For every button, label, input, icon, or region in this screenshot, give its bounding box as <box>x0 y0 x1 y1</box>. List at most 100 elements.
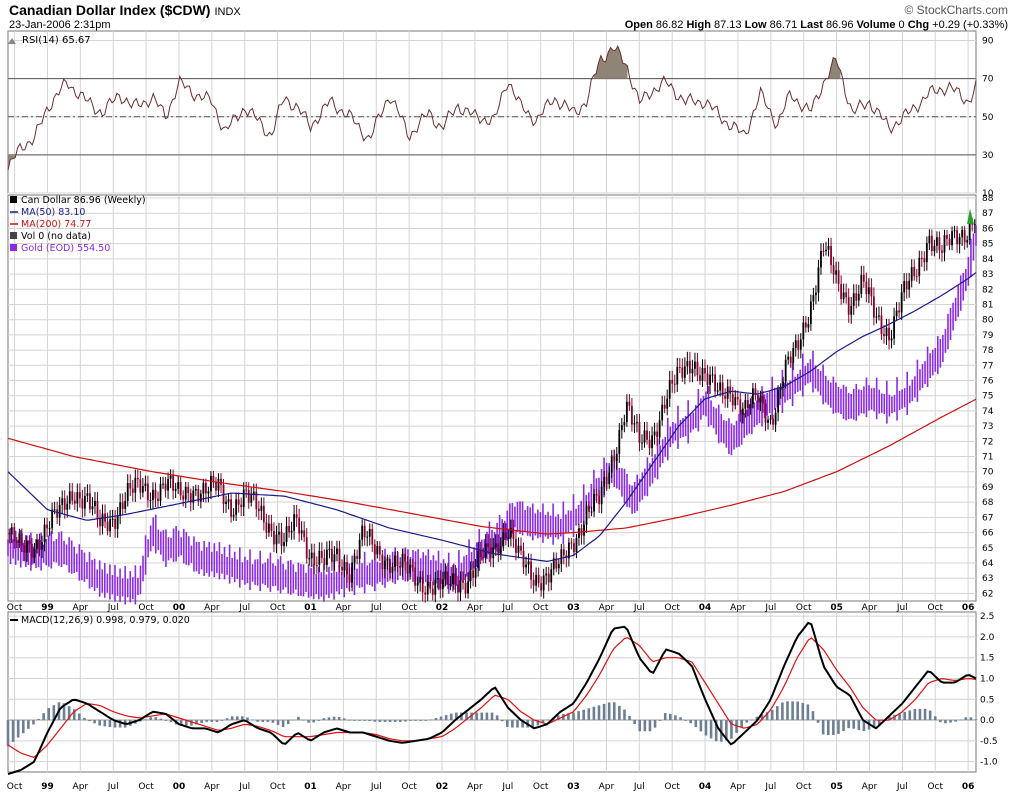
price-candle-body <box>154 489 157 499</box>
price-candle-body <box>126 482 129 501</box>
price-candle-body <box>557 564 560 569</box>
macd-histogram-bar <box>261 720 265 722</box>
price-candle-body <box>134 477 137 493</box>
macd-histogram-bar <box>669 713 672 721</box>
price-ytick-label: 69 <box>982 483 994 493</box>
macd-histogram-bar <box>531 720 535 728</box>
macd-histogram-bar <box>485 712 489 721</box>
price-ytick-label: 67 <box>982 513 993 523</box>
price-candle-body <box>411 564 414 568</box>
price-candle-body <box>840 284 843 300</box>
price-candle-body <box>341 566 343 571</box>
price-candle-body <box>973 224 976 226</box>
macd-line <box>7 621 977 776</box>
price-candle-body <box>194 488 197 491</box>
price-candle-body <box>207 491 210 494</box>
price-candle-body <box>663 404 666 409</box>
price-candle-body <box>472 570 474 578</box>
price-candle-body <box>661 404 664 421</box>
price-candle-body <box>31 543 33 558</box>
macd-histogram-bar <box>139 720 142 722</box>
price-candle-body <box>625 401 628 423</box>
macd-histogram-bar <box>602 703 606 721</box>
price-candle-body <box>232 514 235 517</box>
price-candle-body <box>530 561 532 580</box>
rsi-line <box>7 45 977 171</box>
macd-histogram-bar <box>286 720 290 725</box>
macd-histogram-bar <box>327 717 331 721</box>
price-candle-body <box>66 503 69 510</box>
price-candle-body <box>43 524 46 543</box>
macd-histogram-bar <box>776 706 779 721</box>
price-candle-body <box>462 580 464 583</box>
price-candle-body <box>620 425 623 431</box>
macd-histogram-bar <box>536 720 540 726</box>
macd-histogram-bar <box>398 720 402 722</box>
macd-histogram-bar <box>297 716 300 721</box>
quote-bar: Open 86.82 High 87.13 Low 86.71 Last 86.… <box>625 19 1008 31</box>
price-candle-body <box>522 550 525 568</box>
macd-histogram-bar <box>27 720 30 729</box>
price-candle-body <box>174 488 177 491</box>
macd-histogram-bar <box>67 706 71 721</box>
price-candle-body <box>915 276 918 278</box>
price-candle-body <box>429 581 432 589</box>
macd-histogram-bar <box>241 716 244 721</box>
macd-histogram-bar <box>113 720 117 728</box>
title-text: Canadian Dollar Index ($CDW) <box>9 2 211 18</box>
macd-histogram-bar <box>877 720 881 725</box>
price-candle-body <box>550 569 553 583</box>
price-candle-body <box>78 492 81 499</box>
price-ytick-label: 85 <box>982 240 993 250</box>
macd-histogram-bar <box>913 709 917 721</box>
price-candle-body <box>835 270 837 275</box>
price-candle-body <box>573 543 575 553</box>
price-candle-body <box>38 539 41 550</box>
xtick-label: Oct <box>270 782 286 792</box>
price-candle-body <box>784 359 787 382</box>
price-candle-body <box>212 475 215 483</box>
xtick-label: Jul <box>370 603 382 613</box>
macd-histogram-bar <box>628 716 631 721</box>
price-candle-body <box>152 489 154 501</box>
price-candle-body <box>197 488 200 502</box>
price-candle-body <box>520 545 522 551</box>
price-candle-body <box>325 549 328 565</box>
macd-histogram-bar <box>444 715 448 721</box>
macd-histogram-bar <box>816 720 820 723</box>
xtick-label: Jul <box>633 782 645 792</box>
price-candle-body <box>68 491 71 504</box>
price-candle-body <box>217 478 220 491</box>
macd-histogram-bar <box>312 720 315 723</box>
price-ytick-label: 81 <box>982 300 993 310</box>
macd-histogram-bar <box>949 720 952 723</box>
price-candle-body <box>409 564 411 574</box>
price-candle-body <box>401 553 404 568</box>
price-candle-body <box>73 500 76 504</box>
price-candle-body <box>671 379 674 384</box>
price-candle-body <box>704 367 706 374</box>
price-candle-body <box>920 257 923 259</box>
xtick-label: Apr <box>467 782 483 792</box>
price-candle-body <box>386 558 389 561</box>
macd-histogram-bar <box>205 720 208 722</box>
price-candle-body <box>812 295 815 302</box>
price-candle-body <box>948 238 951 246</box>
macd-histogram-bar <box>118 720 122 728</box>
price-candle-body <box>815 292 817 296</box>
xtick-label: Apr <box>730 603 746 613</box>
price-candle-body <box>119 502 122 516</box>
price-candle-body <box>504 532 507 539</box>
price-candle-body <box>71 491 74 501</box>
price-candle-body <box>618 430 621 454</box>
xtick-label: Jul <box>238 603 250 613</box>
price-candle-body <box>96 500 99 519</box>
macd-histogram-bar <box>714 720 718 742</box>
price-candle-body <box>358 539 361 559</box>
quote-label-open: Open <box>624 19 653 31</box>
price-ytick-label: 86 <box>982 224 994 234</box>
price-candle-body <box>99 518 101 527</box>
macd-histogram-bar <box>638 720 642 732</box>
price-candle-body <box>111 518 114 520</box>
price-candle-body <box>762 395 764 404</box>
